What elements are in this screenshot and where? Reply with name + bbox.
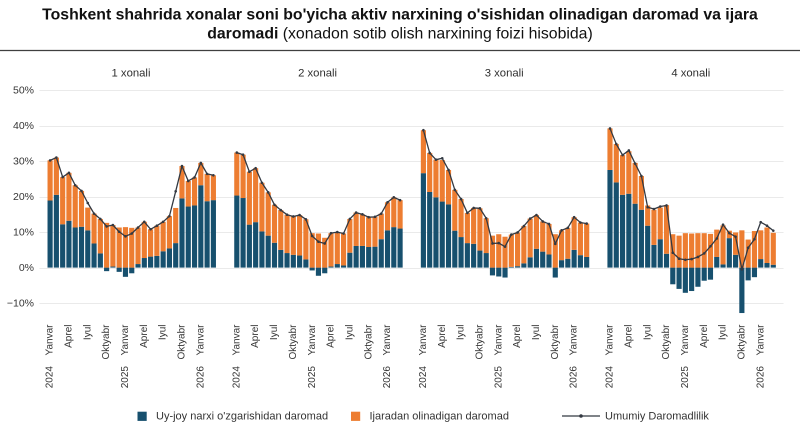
svg-text:Aprel: Aprel <box>623 325 634 348</box>
svg-text:Yanvar: Yanvar <box>418 324 429 356</box>
svg-text:Aprel: Aprel <box>326 325 337 348</box>
svg-text:Toshkent shahrida xonalar soni: Toshkent shahrida xonalar soni bo'yicha … <box>42 7 758 24</box>
svg-text:−10%: −10% <box>7 298 34 310</box>
svg-text:daromadi (xonadon sotib olish: daromadi (xonadon sotib olish narxining … <box>207 26 592 43</box>
svg-text:20%: 20% <box>13 191 34 203</box>
svg-text:Aprel: Aprel <box>699 325 710 348</box>
svg-text:2025: 2025 <box>680 366 691 389</box>
svg-text:50%: 50% <box>13 85 34 97</box>
svg-text:2025: 2025 <box>307 366 318 389</box>
svg-text:Oktyabr: Oktyabr <box>288 324 299 360</box>
svg-text:0%: 0% <box>19 262 34 274</box>
svg-text:1 xonali: 1 xonali <box>112 68 151 80</box>
svg-text:Aprel: Aprel <box>139 325 150 348</box>
svg-text:30%: 30% <box>13 156 34 168</box>
svg-text:Iyul: Iyul <box>82 325 93 341</box>
svg-text:2026: 2026 <box>569 366 580 389</box>
svg-text:Yanvar: Yanvar <box>755 324 766 356</box>
svg-text:Iyul: Iyul <box>718 325 729 341</box>
svg-text:2 xonali: 2 xonali <box>298 68 337 80</box>
svg-text:Aprel: Aprel <box>512 325 523 348</box>
svg-text:2025: 2025 <box>120 366 131 389</box>
svg-text:Yanvar: Yanvar <box>493 324 504 356</box>
svg-text:Iyul: Iyul <box>642 325 653 341</box>
svg-text:Iyul: Iyul <box>344 325 355 341</box>
svg-text:Yanvar: Yanvar <box>680 324 691 356</box>
svg-text:Ijaradan olinadigan daromad: Ijaradan olinadigan daromad <box>370 411 509 423</box>
svg-text:2026: 2026 <box>382 366 393 389</box>
svg-text:Yanvar: Yanvar <box>382 324 393 356</box>
svg-text:Yanvar: Yanvar <box>45 324 56 356</box>
svg-text:Oktyabr: Oktyabr <box>661 324 672 360</box>
svg-text:Yanvar: Yanvar <box>231 324 242 356</box>
svg-text:Oktyabr: Oktyabr <box>101 324 112 360</box>
svg-text:10%: 10% <box>13 227 34 239</box>
svg-text:40%: 40% <box>13 120 34 132</box>
svg-text:2024: 2024 <box>418 366 429 389</box>
svg-text:2026: 2026 <box>195 366 206 389</box>
svg-text:Uy-joy narxi o'zgarishidan dar: Uy-joy narxi o'zgarishidan daromad <box>156 411 328 423</box>
svg-text:Aprel: Aprel <box>64 325 75 348</box>
svg-text:2024: 2024 <box>45 366 56 389</box>
svg-text:Iyul: Iyul <box>158 325 169 341</box>
svg-text:Yanvar: Yanvar <box>605 324 616 356</box>
svg-text:Oktyabr: Oktyabr <box>363 324 374 360</box>
svg-text:Aprel: Aprel <box>250 325 261 348</box>
svg-text:Aprel: Aprel <box>437 325 448 348</box>
svg-text:2025: 2025 <box>493 366 504 389</box>
svg-text:Oktyabr: Oktyabr <box>737 324 748 360</box>
svg-text:Iyul: Iyul <box>456 325 467 341</box>
svg-text:Iyul: Iyul <box>531 325 542 341</box>
svg-text:Yanvar: Yanvar <box>120 324 131 356</box>
svg-text:Yanvar: Yanvar <box>569 324 580 356</box>
svg-text:Oktyabr: Oktyabr <box>550 324 561 360</box>
svg-text:4 xonali: 4 xonali <box>671 68 710 80</box>
svg-text:Yanvar: Yanvar <box>307 324 318 356</box>
svg-text:2024: 2024 <box>605 366 616 389</box>
svg-text:2024: 2024 <box>231 366 242 389</box>
svg-text:Oktyabr: Oktyabr <box>475 324 486 360</box>
svg-text:2026: 2026 <box>755 366 766 389</box>
svg-text:Umumiy Daromadlilik: Umumiy Daromadlilik <box>605 411 709 423</box>
svg-text:Iyul: Iyul <box>269 325 280 341</box>
svg-text:3 xonali: 3 xonali <box>485 68 524 80</box>
svg-text:Oktyabr: Oktyabr <box>177 324 188 360</box>
svg-text:Yanvar: Yanvar <box>195 324 206 356</box>
